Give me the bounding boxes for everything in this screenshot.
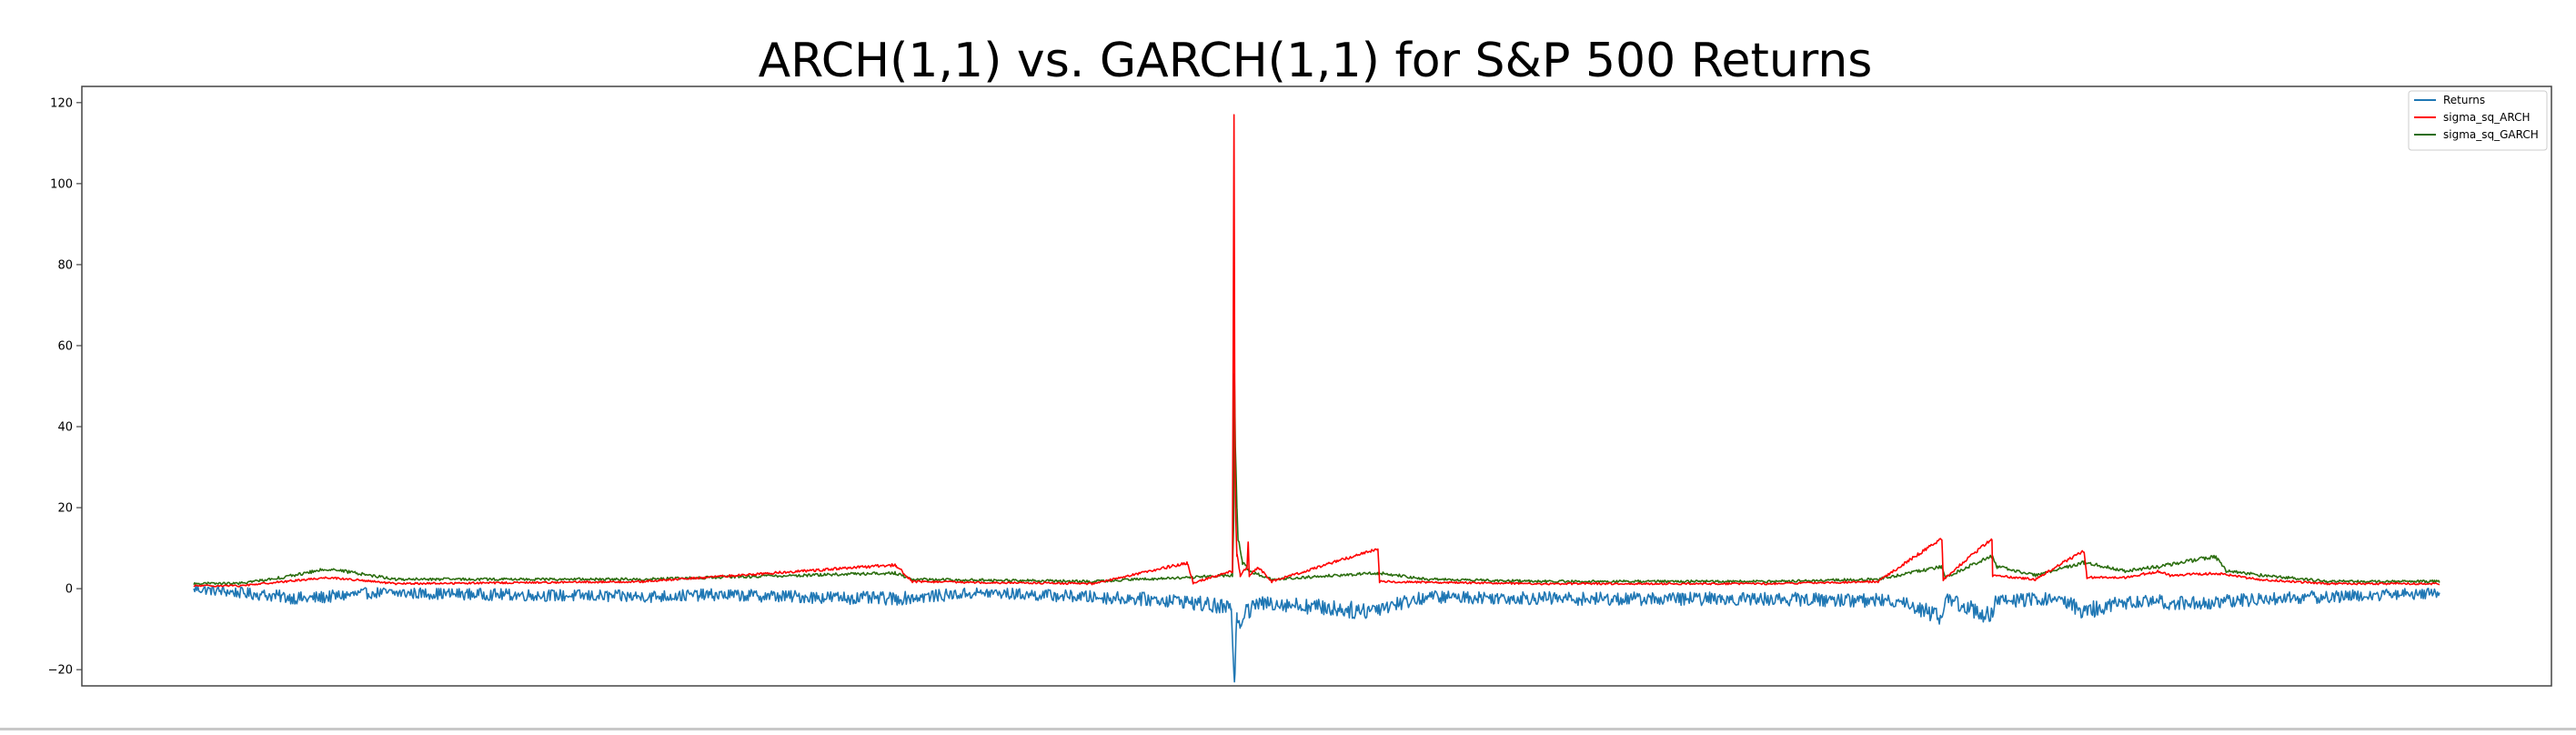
legend-label: sigma_sq_ARCH	[2443, 111, 2530, 124]
y-tick-label: 0	[65, 583, 73, 597]
series-line-sigma-sq-garch	[193, 373, 2440, 586]
legend-label: Returns	[2443, 94, 2485, 106]
y-tick-label: 60	[57, 339, 73, 353]
y-tick-label: 40	[57, 421, 73, 435]
series-line-sigma-sq-arch	[193, 114, 2440, 588]
plot-area: −20 0 20 40 60 80 100 120	[48, 86, 2552, 687]
y-tick-label: −20	[48, 664, 73, 678]
legend-label: sigma_sq_GARCH	[2443, 128, 2539, 141]
y-axis: −20 0 20 40 60 80 100 120	[48, 96, 82, 678]
y-tick-label: 120	[50, 96, 73, 110]
y-tick-label: 20	[57, 502, 73, 516]
page-bottom-divider	[0, 728, 2576, 730]
y-tick-label: 80	[57, 258, 73, 272]
y-tick-label: 100	[50, 177, 73, 191]
legend-box	[2408, 90, 2548, 151]
series-layer	[193, 114, 2440, 683]
legend: Returns sigma_sq_ARCH sigma_sq_GARCH	[2408, 90, 2548, 151]
axes-frame	[81, 86, 2552, 687]
series-line-returns	[193, 585, 2440, 683]
chart-title: ARCH(1,1) vs. GARCH(1,1) for S&P 500 Ret…	[759, 34, 1873, 88]
